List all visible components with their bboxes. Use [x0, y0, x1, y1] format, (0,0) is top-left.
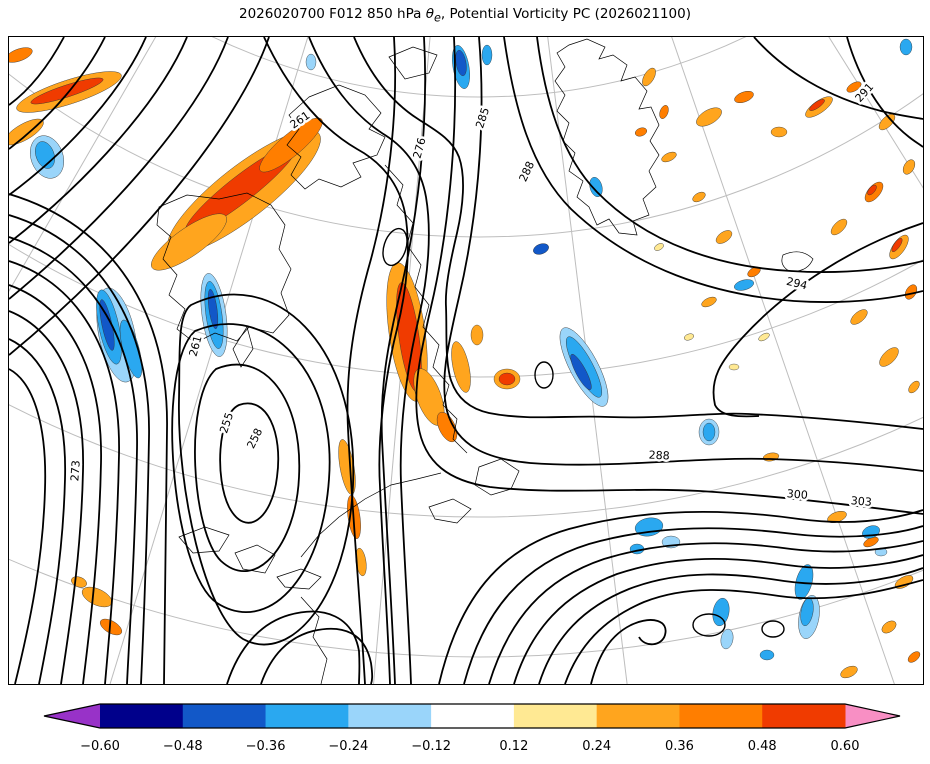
colorbar-tick-label: −0.24 [328, 739, 368, 754]
colorbar-segment [431, 704, 515, 728]
svg-text:273: 273 [68, 460, 82, 482]
svg-text:288: 288 [516, 159, 537, 184]
colorbar-segment [182, 704, 267, 728]
colorbar-segment [513, 704, 598, 728]
colorbar-tick-label: 0.24 [582, 739, 611, 754]
colorbar-tick-label: −0.36 [246, 739, 286, 754]
colorbar-segment [762, 704, 846, 728]
colorbar-tick-label: 0.36 [665, 739, 694, 754]
theta-e-contours [9, 37, 923, 684]
colorbar-tick-label: −0.12 [411, 739, 451, 754]
title-suffix: , Potential Vorticity PC (2026021100) [440, 6, 691, 22]
svg-text:288: 288 [648, 448, 670, 462]
svg-text:303: 303 [850, 494, 872, 509]
colorbar-segment [265, 704, 349, 728]
colorbar-outline [43, 703, 901, 729]
svg-text:294: 294 [785, 275, 809, 293]
colorbar-tick-label: −0.60 [80, 739, 120, 754]
colorbar-over-arrow [845, 704, 900, 728]
svg-text:255: 255 [217, 411, 236, 435]
colorbar: −0.60 −0.48 −0.36 −0.24 −0.12 0.12 0.24 0.36 0.4… [43, 703, 901, 754]
colorbar-tick-label: 0.48 [748, 739, 777, 754]
svg-text:285: 285 [473, 106, 492, 130]
coastlines [156, 38, 814, 684]
title-theta-symbol: θ [425, 6, 434, 22]
svg-text:258: 258 [244, 426, 265, 451]
pv-shading-negative [29, 38, 913, 661]
colorbar-tick-label: 0.12 [499, 739, 528, 754]
svg-text:276: 276 [411, 136, 429, 160]
colorbar-segment [596, 704, 680, 728]
colorbar-segment [348, 704, 432, 728]
title-theta-subscript: e [433, 11, 441, 25]
colorbar-tick-label: −0.48 [163, 739, 203, 754]
title-prefix: 2026020700 F012 850 hPa [238, 6, 426, 22]
colorbar-segment [679, 704, 763, 728]
colorbar-under-arrow [44, 704, 100, 728]
colorbar-segment [100, 704, 184, 728]
colorbar-tick-label: 0.60 [831, 739, 860, 754]
chart-title: 2026020700 F012 850 hPa θe, Potential Vo… [0, 6, 930, 25]
svg-text:300: 300 [786, 487, 808, 502]
